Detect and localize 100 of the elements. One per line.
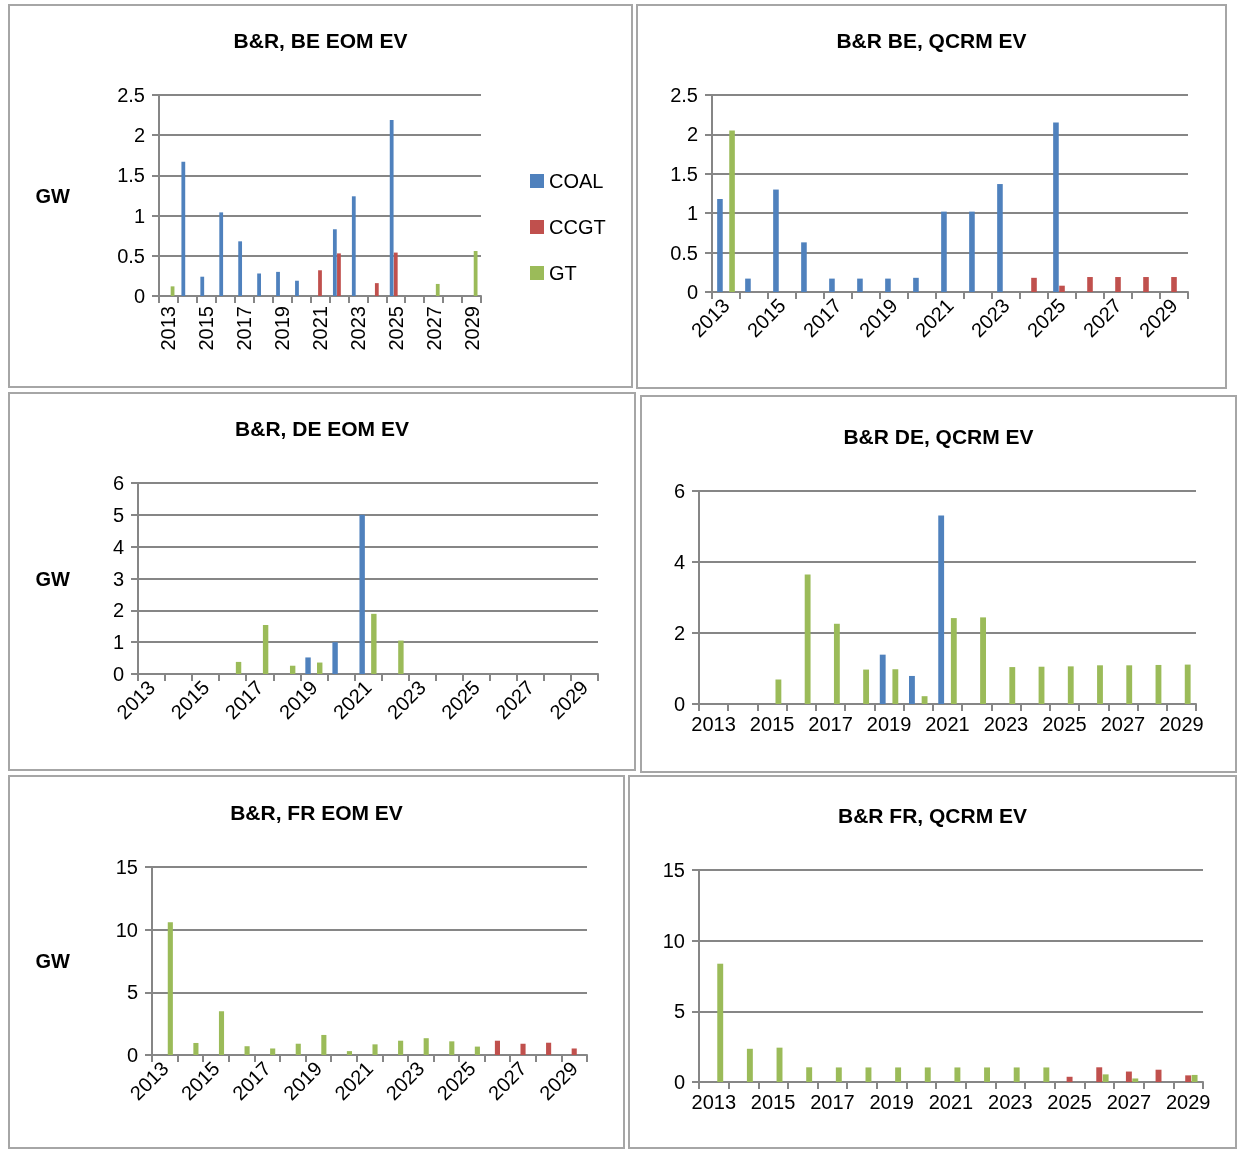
y-tick-label: 0 <box>112 663 124 685</box>
x-tick-label: 2029 <box>1159 713 1204 735</box>
y-tick-label: 2.5 <box>670 84 698 106</box>
y-tick-label: 0 <box>673 693 685 715</box>
x-tick-label: 2013 <box>157 306 180 351</box>
bar <box>1115 277 1121 292</box>
bar <box>1087 277 1093 292</box>
y-tick-label: 0.5 <box>670 241 698 264</box>
y-tick-label: 1 <box>686 202 698 225</box>
bar <box>494 1040 500 1055</box>
x-tick-label: 2013 <box>691 1091 737 1113</box>
x-tick-label: 2017 <box>810 1091 855 1113</box>
bar <box>1096 1067 1103 1082</box>
chart-title: B&R FR, QCRM EV <box>838 804 1027 827</box>
y-tick-label: 5 <box>112 503 124 526</box>
y-tick-label: 1.5 <box>670 162 698 185</box>
bar <box>717 199 723 292</box>
bar <box>865 1067 872 1082</box>
bar <box>801 242 807 292</box>
x-tick-label: 2029 <box>1165 1091 1211 1113</box>
bar <box>980 617 986 704</box>
bar <box>571 1048 577 1055</box>
bar <box>359 514 365 674</box>
bar <box>1185 1075 1192 1082</box>
bar <box>235 661 242 674</box>
bar <box>833 623 840 704</box>
x-tick-label: 2019 <box>869 1091 914 1113</box>
bar <box>374 283 379 296</box>
x-tick-label: 2029 <box>460 306 483 351</box>
bar <box>1097 665 1103 704</box>
bar <box>337 253 341 296</box>
x-tick-label: 2025 <box>1047 1091 1092 1113</box>
bar <box>1031 277 1037 292</box>
bar <box>1013 1067 1020 1082</box>
legend-label: COAL <box>549 170 604 192</box>
y-tick-label: 2 <box>686 123 698 146</box>
bar <box>879 654 886 704</box>
y-tick-label: 5 <box>673 1000 685 1023</box>
bar <box>885 278 891 292</box>
bar <box>305 657 311 674</box>
bar <box>954 1067 961 1082</box>
y-tick-label: 2 <box>673 622 685 644</box>
bar <box>321 1034 327 1055</box>
bar <box>1143 277 1149 292</box>
x-tick-label: 2025 <box>384 306 407 351</box>
bar <box>1191 1074 1198 1082</box>
bar <box>423 1038 429 1055</box>
bar <box>1102 1074 1109 1082</box>
bar <box>1171 277 1177 292</box>
y-axis-title: GW <box>35 567 71 590</box>
bar <box>829 278 835 292</box>
bar <box>200 276 205 296</box>
bar <box>473 250 478 296</box>
x-tick-label: 2023 <box>988 1091 1033 1113</box>
y-tick-label: 4 <box>112 535 124 558</box>
bar <box>997 184 1003 292</box>
y-tick-label: 10 <box>115 918 138 941</box>
bar <box>909 675 915 704</box>
bar <box>717 963 724 1082</box>
bar <box>1067 666 1074 704</box>
chart-title: B&R, BE EOM EV <box>233 29 408 52</box>
bar <box>167 922 173 1055</box>
bar <box>435 283 440 296</box>
y-tick-label: 10 <box>662 929 685 952</box>
x-tick-label: 2015 <box>195 306 218 351</box>
y-tick-label: 1 <box>112 631 124 654</box>
bar <box>332 229 337 296</box>
bar <box>276 271 280 296</box>
bar <box>372 1044 378 1055</box>
bar <box>806 1067 813 1082</box>
bar <box>1126 665 1133 704</box>
bar <box>270 1048 276 1055</box>
x-tick-label: 2019 <box>271 306 294 351</box>
bar <box>1053 122 1059 292</box>
bar <box>332 642 338 674</box>
y-tick-label: 15 <box>662 859 685 881</box>
y-tick-label: 3 <box>112 567 124 590</box>
bar <box>950 618 957 704</box>
bar <box>857 278 863 292</box>
bar <box>346 1051 352 1055</box>
x-tick-label: 2025 <box>1042 713 1087 735</box>
y-tick-label: 1 <box>133 204 145 227</box>
bar <box>895 1067 902 1082</box>
bar <box>295 1043 301 1055</box>
bar <box>393 252 398 296</box>
x-tick-label: 2015 <box>750 1091 796 1113</box>
legend-label: CCGT <box>549 216 606 238</box>
bar <box>318 270 322 296</box>
bar <box>1009 667 1016 704</box>
bar <box>295 280 299 296</box>
bar <box>1132 1078 1139 1082</box>
bar <box>181 161 186 296</box>
y-tick-label: 1.5 <box>117 164 145 187</box>
bar <box>746 1048 753 1082</box>
bar <box>398 1040 404 1055</box>
bar <box>398 640 404 674</box>
bar <box>863 669 870 704</box>
bar <box>520 1043 526 1055</box>
y-tick-label: 0.5 <box>117 244 145 267</box>
bar <box>835 1067 842 1082</box>
